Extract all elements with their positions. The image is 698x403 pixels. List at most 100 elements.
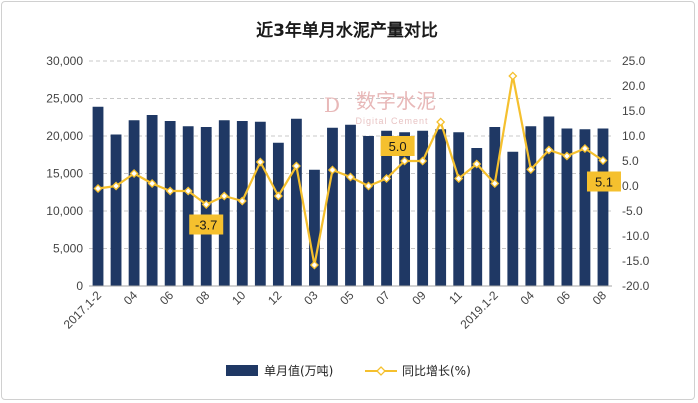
bar (128, 120, 140, 286)
line-point (291, 161, 301, 171)
data-label: 5.1 (595, 175, 613, 190)
x-tick-label: 04 (121, 288, 141, 308)
line-point (219, 191, 229, 201)
legend-label-bar: 单月值(万吨) (264, 363, 333, 378)
x-tick-label: 10 (229, 288, 249, 308)
line-point (454, 173, 464, 184)
data-label-box (586, 171, 621, 192)
line-point (255, 157, 265, 167)
bar (597, 128, 609, 286)
x-tick-label: 2017.1-2 (61, 288, 105, 332)
line-point (201, 199, 211, 210)
line-point (490, 178, 500, 189)
bar (525, 126, 537, 286)
watermark-logo: D (324, 93, 340, 117)
line-point (273, 191, 283, 201)
bar (290, 118, 302, 286)
x-tick-label: 03 (301, 288, 321, 308)
y-right-tick-label: -5.0 (622, 204, 643, 218)
chart-title: 近3年单月水泥产量对比 (256, 20, 438, 41)
bar (272, 142, 284, 286)
x-tick-label: 08 (193, 288, 213, 308)
bar (561, 128, 573, 286)
line-point (327, 165, 337, 175)
line-point (580, 143, 590, 154)
bar (363, 136, 374, 286)
legend-swatch-bar (226, 365, 258, 376)
line-point (237, 196, 247, 206)
bar (92, 106, 104, 286)
x-tick-label: 05 (337, 288, 357, 308)
bar (507, 151, 519, 286)
line-point (364, 181, 374, 191)
y-right-tick-label: 15.0 (622, 104, 646, 118)
bar (327, 127, 338, 286)
line-point (508, 71, 518, 81)
line-point (400, 156, 410, 166)
y-left-tick-label: 5,000 (53, 242, 83, 256)
bar (417, 130, 429, 286)
line-point (544, 145, 554, 155)
line-point (418, 156, 428, 166)
gridlines (89, 60, 612, 249)
legend-label-line: 同比增长(%) (402, 364, 471, 378)
bar (254, 121, 266, 286)
data-label: -3.7 (195, 218, 217, 233)
watermark-subtext: Digital Cement (355, 116, 428, 126)
y-right-tick-label: 20.0 (622, 79, 646, 93)
data-label-box (189, 214, 224, 235)
x-tick-label: 06 (157, 288, 177, 308)
line-point (111, 181, 121, 191)
bar (399, 132, 411, 286)
bar (543, 116, 555, 286)
y-left-tick-label: 20,000 (46, 129, 83, 143)
y-right-tick-label: 5.0 (622, 154, 639, 168)
line-point (129, 168, 139, 179)
bar (309, 169, 320, 286)
y-left-tick-label: 0 (76, 279, 83, 293)
annotations: -3.7 5.0 5.1 (189, 136, 621, 235)
line-point (165, 186, 175, 196)
line-series (93, 71, 608, 270)
line-point (598, 155, 608, 166)
bar (579, 129, 591, 286)
y-left-tick-label: 25,000 (46, 92, 83, 106)
x-tick-label: 08 (590, 288, 610, 308)
line-point (382, 173, 392, 184)
y-right-tick-label: -10.0 (622, 229, 650, 243)
bar-series (92, 106, 609, 286)
line-point (309, 260, 319, 270)
x-tick-label: 11 (446, 288, 465, 307)
x-tick-label: 04 (518, 288, 538, 308)
line-point (345, 172, 356, 182)
data-label: 5.0 (389, 139, 407, 154)
line-point (562, 151, 572, 161)
bar (146, 115, 158, 286)
x-tick-label: 07 (373, 288, 393, 308)
data-label-box (380, 136, 415, 156)
y-left-tick-label: 30,000 (46, 54, 83, 68)
line-point (93, 183, 103, 194)
x-tick-label: 09 (409, 288, 429, 308)
y-left-tick-label: 15,000 (46, 167, 83, 181)
bar (381, 130, 392, 286)
bar (345, 124, 356, 286)
line-point (183, 186, 193, 196)
y-right-tick-label: 10.0 (622, 129, 646, 143)
x-tick-label: 2019.1-2 (457, 288, 501, 332)
y-right-tick-label: -15.0 (622, 254, 650, 268)
legend: 单月值(万吨) 同比增长(%) (226, 363, 471, 378)
bar (164, 121, 176, 286)
bar (453, 132, 465, 286)
bar (489, 127, 501, 286)
y-right-tick-label: 25.0 (622, 54, 646, 68)
line-point (147, 178, 157, 189)
bar (471, 148, 483, 286)
bar (110, 134, 122, 286)
line-point (436, 117, 446, 127)
line-point (526, 164, 536, 175)
x-tick-label: 12 (265, 288, 285, 308)
y-left-tick-label: 10,000 (46, 204, 83, 218)
bar (182, 126, 194, 286)
